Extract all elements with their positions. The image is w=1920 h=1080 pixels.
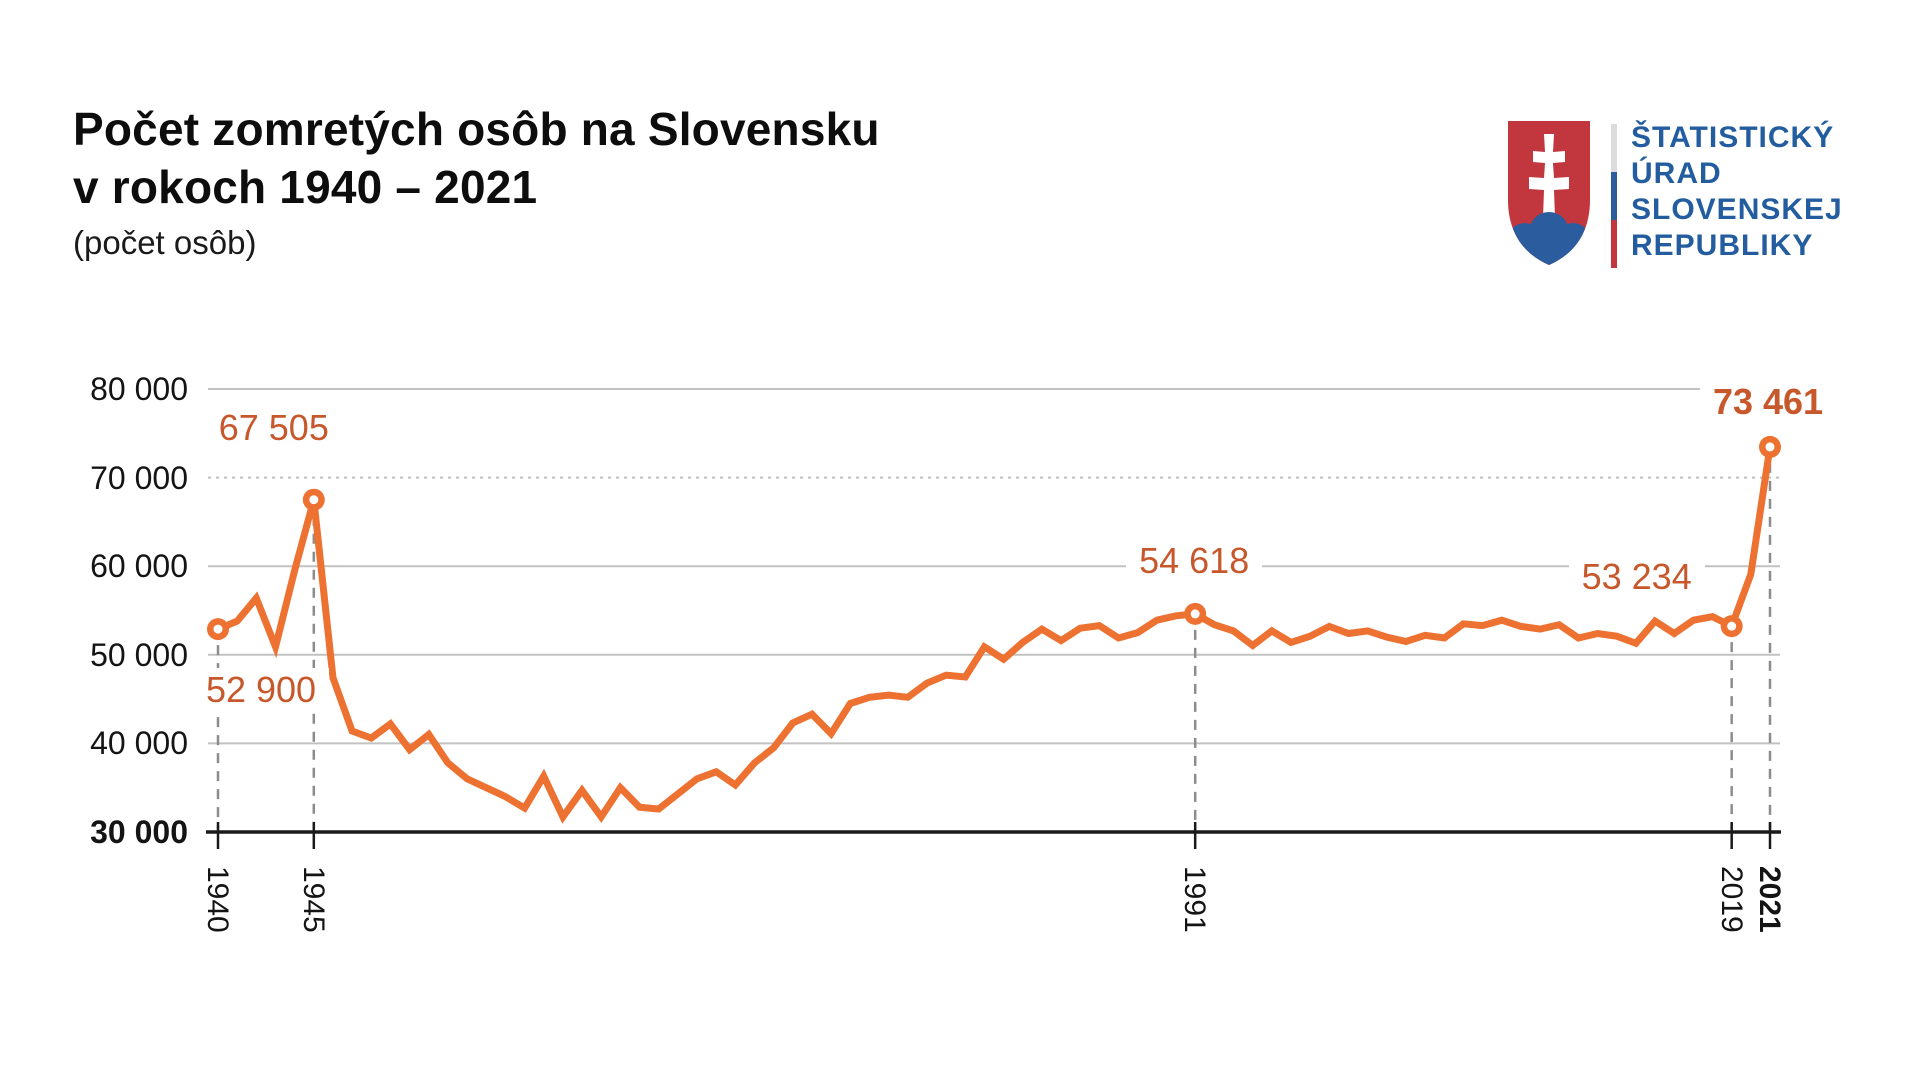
data-point-label-2019: 53 234: [1568, 555, 1705, 600]
logo-text-line3: SLOVENSKEJ: [1631, 193, 1843, 226]
page-title-line1: Počet zomretých osôb na Slovensku: [73, 103, 880, 155]
logo-text-line2: ÚRAD: [1631, 157, 1722, 190]
y-axis-label-30000: 30 000: [90, 814, 188, 850]
y-axis-label-40000: 40 000: [90, 725, 188, 762]
flag-stripe-blue: [1611, 172, 1617, 220]
x-axis-label-2019: 2019: [1714, 866, 1748, 933]
y-axis-label-70000: 70 000: [90, 459, 188, 496]
statistical-office-logo: ŠTATISTICKÝ ÚRAD SLOVENSKEJ REPUBLIKY: [1505, 118, 1843, 268]
y-axis-label-50000: 50 000: [90, 636, 188, 673]
deaths-line: [214, 443, 1774, 824]
data-point-label-1991: 54 618: [1126, 538, 1263, 583]
flag-stripe-red: [1611, 220, 1617, 268]
data-point-marker-center-2021: [1765, 442, 1775, 452]
logo-text: ŠTATISTICKÝ ÚRAD SLOVENSKEJ REPUBLIKY: [1631, 120, 1843, 264]
slovak-coat-of-arms-icon: [1508, 121, 1590, 265]
data-point-marker-center-1945: [309, 495, 319, 505]
x-axis-label-1940: 1940: [201, 866, 234, 933]
flag-stripe-white: [1611, 124, 1617, 172]
logo-text-line1: ŠTATISTICKÝ: [1631, 121, 1835, 154]
title-block: Počet zomretých osôb na Slovensku v roko…: [73, 100, 880, 262]
page-subtitle: (počet osôb): [73, 224, 257, 261]
data-point-marker-center-1991: [1190, 609, 1200, 619]
data-point-label-1945: 67 505: [205, 405, 342, 450]
y-axis-label-60000: 60 000: [90, 548, 188, 585]
page-title-line2: v rokoch 1940 – 2021: [73, 161, 538, 213]
data-point-label-1940: 52 900: [192, 668, 330, 713]
logo-text-line4: REPUBLIKY: [1631, 229, 1814, 262]
x-axis-label-1991: 1991: [1178, 866, 1212, 933]
data-point-marker-center-1940: [213, 624, 223, 634]
data-point-marker-center-2019: [1727, 621, 1737, 631]
y-axis-label-80000: 80 000: [90, 371, 188, 407]
x-axis-label-2021: 2021: [1753, 866, 1786, 933]
flag-divider: [1611, 124, 1617, 268]
data-point-label-2021: 73 461: [1699, 379, 1837, 424]
x-axis-label-1945: 1945: [296, 866, 330, 933]
